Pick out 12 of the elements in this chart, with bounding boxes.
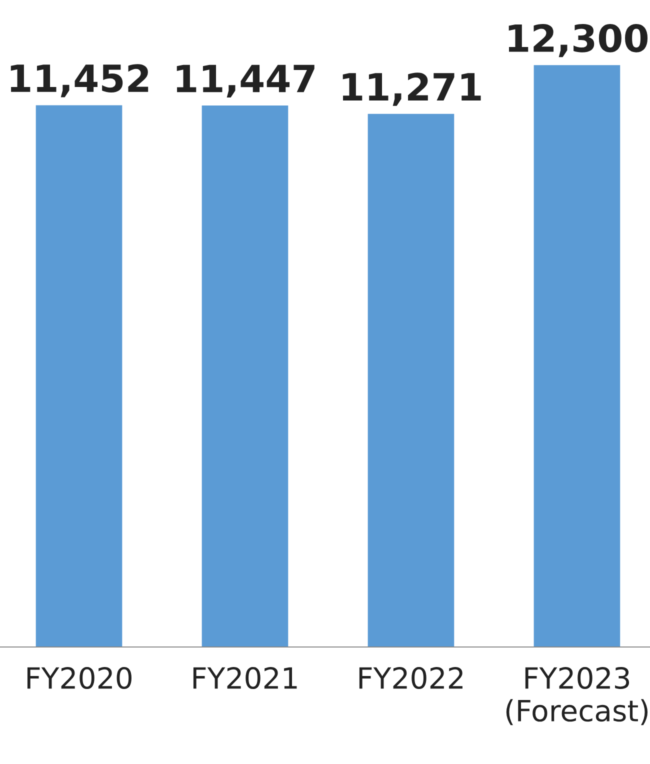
x-tick-label: FY2020: [27, 666, 132, 690]
data-label: 12,300: [508, 24, 648, 58]
x-tick-label: FY2023 (Forecast): [506, 666, 648, 726]
data-label: 11,271: [342, 72, 481, 106]
bar: [368, 114, 454, 647]
bar: [534, 65, 620, 647]
x-tick-label: FY2022: [359, 666, 462, 690]
data-label: 11,452: [10, 64, 148, 98]
bar: [36, 105, 122, 647]
x-tick-label: FY2021: [193, 666, 297, 690]
data-label: 11,447: [176, 64, 314, 98]
bar: [202, 106, 288, 647]
